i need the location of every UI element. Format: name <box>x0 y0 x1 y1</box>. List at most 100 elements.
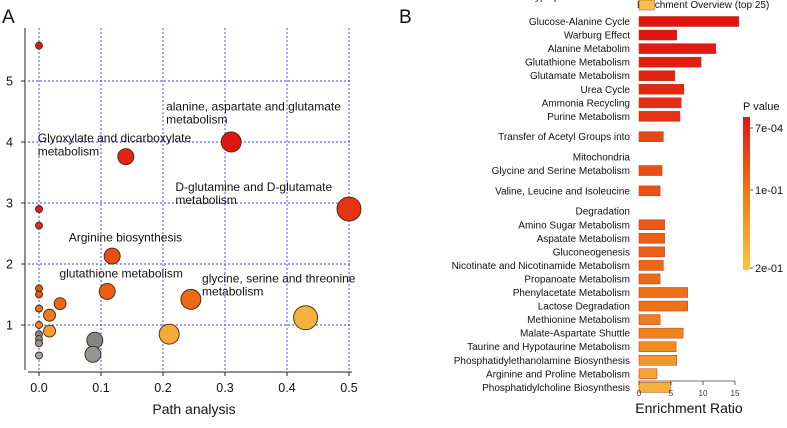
bubble-point <box>158 323 180 345</box>
y-tick-label: 1 <box>6 319 13 333</box>
x-tick-label: 10 <box>699 389 708 398</box>
bubble-point <box>180 288 202 310</box>
bubble-point <box>35 205 43 214</box>
panel-label-a: A <box>2 7 15 28</box>
x-tick-label: 0.4 <box>278 381 295 395</box>
bubble-point <box>35 351 43 360</box>
x-tick-label: 0 <box>637 389 642 398</box>
x-axis-title: Enrichment Ratio <box>635 400 743 416</box>
category-label: Warburg Effect <box>564 31 630 42</box>
category-label: Ammonia Recycling <box>542 98 630 109</box>
category-label: Lactose Degradation <box>538 302 630 313</box>
legend-label-high: 7e-04 <box>755 123 783 135</box>
bubble-point <box>336 196 362 222</box>
bubble-point <box>98 283 116 300</box>
category-label: Nicotinate and Nicotinamide Metabolism <box>452 261 630 272</box>
enrichment-bar <box>638 219 665 230</box>
pathway-label: Arginine biosynthesis <box>69 230 182 244</box>
bars <box>638 0 740 393</box>
x-axis-title: Path analysis <box>152 401 235 417</box>
bubble-point <box>293 305 319 331</box>
enrichment-bar <box>638 273 661 285</box>
enrichment-title: Enrichment Overview (top 25) <box>637 0 769 11</box>
x-tick-label: 5 <box>669 389 674 398</box>
category-label: Amino Sugar Metabolism <box>518 220 630 231</box>
enrichment-bar <box>638 16 740 27</box>
bubble-point <box>117 148 135 166</box>
category-label: Mitochondria <box>573 153 631 164</box>
category-label: Propanoate Metabolism <box>524 274 630 285</box>
pathway-label: Glyoxylate and dicarboxylate <box>38 131 192 145</box>
enrichment-bar <box>638 185 661 197</box>
category-label: Phosphatidylcholine Biosynthesis <box>482 383 630 394</box>
category-label: Phosphatidylethanolamine Biosynthesis <box>454 356 630 367</box>
enrichment-bar <box>638 29 678 41</box>
category-label: Alanine Metabolim <box>548 44 630 55</box>
category-label: Methionine Metabolism <box>527 315 630 326</box>
pathway-label: D-glutamine and D-glutamate <box>175 180 332 194</box>
enrichment-bar <box>638 260 664 271</box>
x-tick-label: 0.0 <box>30 381 47 395</box>
legend-label-low: 2e-01 <box>755 263 783 275</box>
panel-label-b: B <box>399 7 412 28</box>
pathway-label: metabolism <box>202 285 263 299</box>
pathway-label: metabolism <box>175 193 236 207</box>
bubble-point <box>43 324 56 338</box>
category-label: Phenylacetate Metabolism <box>513 288 630 299</box>
category-label: Glutathione Metabolism <box>525 58 630 69</box>
category-label: Glutamate Metabolism <box>530 71 630 82</box>
pathway-label: metabolism <box>38 144 99 158</box>
x-tick-label: 15 <box>731 389 740 398</box>
category-label: Purine Metabolism <box>547 112 630 123</box>
enrichment-bar <box>638 327 684 339</box>
grid-lines <box>28 28 352 370</box>
category-label: Glycine and Serine Metabolism <box>492 166 630 177</box>
bubble-point <box>35 41 43 50</box>
bubble-point <box>103 247 121 265</box>
enrichment-bar <box>638 355 678 366</box>
enrichment-bar <box>638 0 655 11</box>
pathway-label: alanine, aspartate and glutamate <box>166 99 341 113</box>
enrichment-bar <box>638 56 702 68</box>
y-tick-label: 2 <box>6 258 13 272</box>
category-label: Tryptophan Metabolism <box>526 0 630 3</box>
enrichment-bar <box>638 287 688 298</box>
bubble-point <box>35 221 43 230</box>
category-labels: Glucose-Alanine Cycle Warburg Effect Alani… <box>452 0 631 394</box>
enrichment-bar <box>638 233 665 244</box>
enrichment-bar <box>638 246 665 258</box>
enrichment-bar <box>638 300 688 312</box>
color-bar <box>743 117 750 270</box>
category-label: Degradation <box>576 207 630 218</box>
enrichment-bar <box>638 43 717 54</box>
enrichment-bar <box>638 131 664 142</box>
category-label: Malate-Aspartate Shuttle <box>520 329 630 340</box>
bubble-point <box>43 308 56 322</box>
bubble-point <box>86 331 104 349</box>
pathway-label: metabolism <box>166 113 227 127</box>
x-tick-label: 0.5 <box>340 381 357 395</box>
x-tick-label: 0.2 <box>154 381 171 395</box>
pathway-label: glutathione metabolism <box>59 266 182 280</box>
category-label: Urea Cycle <box>581 85 631 96</box>
x-tick-label: 0.3 <box>216 381 233 395</box>
enrichment-bar <box>638 314 661 325</box>
category-label: Aspatate Metabolism <box>537 234 630 245</box>
x-tick-label: 0.1 <box>92 381 109 395</box>
y-tick-label: 5 <box>6 75 13 89</box>
bubble-point <box>35 321 43 329</box>
bubbles <box>35 41 362 363</box>
bubble-point <box>35 304 43 313</box>
legend-label-mid: 1e-01 <box>755 185 783 197</box>
category-label: Valine, Leucine and Isoleucine <box>495 186 630 197</box>
p-value-legend: P value 7e-04 1e-01 2e-01 <box>743 101 783 275</box>
enrichment-bar <box>638 382 671 393</box>
category-label: Gluconeogenesis <box>553 247 630 258</box>
category-label: Taurine and Hypotaurine Metabolism <box>467 342 630 353</box>
enrichment-bar <box>638 368 658 380</box>
pathway-label: glycine, serine and threonine <box>202 271 356 285</box>
enrichment-bar <box>638 341 677 352</box>
y-tick-label: 4 <box>6 136 13 150</box>
bubble-plot-panel: 0.0 0.1 0.2 0.3 0.4 0.5 1 2 3 4 5 alanine, asparta… <box>6 28 362 417</box>
